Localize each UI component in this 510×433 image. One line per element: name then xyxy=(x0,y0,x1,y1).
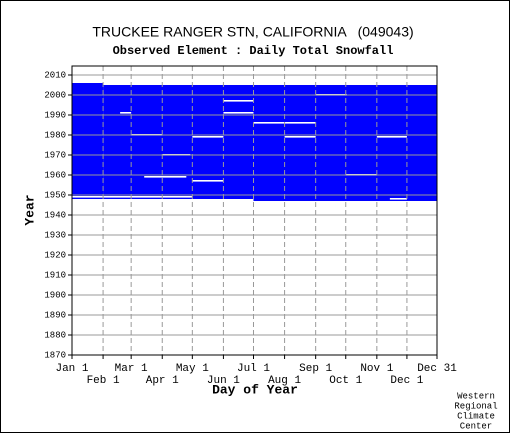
x-tick-label: Sep 1 xyxy=(299,363,332,375)
y-tick-label: 1940 xyxy=(44,210,66,220)
gap xyxy=(72,196,132,198)
x-tick-label: Jan 1 xyxy=(55,363,88,375)
x-tick-label: Jun 1 xyxy=(207,375,240,387)
gap xyxy=(192,136,224,138)
gap xyxy=(144,176,187,178)
x-tick-label: Dec 1 xyxy=(390,375,423,387)
credit: Western xyxy=(457,391,495,401)
y-axis-label: Year xyxy=(22,194,37,225)
plot-border xyxy=(71,65,438,356)
y-tick-label: 2000 xyxy=(44,90,66,100)
coverage-block xyxy=(253,85,437,201)
y-tick-label: 1900 xyxy=(44,290,66,300)
x-tick-label: Mar 1 xyxy=(115,363,148,375)
x-tick-label: Aug 1 xyxy=(268,375,301,387)
credit: Climate xyxy=(457,411,495,421)
x-tick-label: Jul 1 xyxy=(237,363,270,375)
gap xyxy=(376,136,407,138)
y-tick-label: 1910 xyxy=(44,270,66,280)
gap xyxy=(131,196,193,198)
y-tick-label: 1920 xyxy=(44,250,66,260)
y-tick-label: 1870 xyxy=(44,350,66,360)
x-tick-label: Oct 1 xyxy=(329,375,362,387)
gap xyxy=(120,112,132,114)
credit: Regional xyxy=(454,401,497,411)
y-tick-label: 1890 xyxy=(44,310,66,320)
x-axis-label: Day of Year xyxy=(212,382,298,397)
coverage-block xyxy=(103,85,254,199)
credit: Center xyxy=(460,421,492,431)
y-tick-label: 2010 xyxy=(44,70,66,80)
coverage-block xyxy=(72,83,104,199)
y-tick-label: 1990 xyxy=(44,110,66,120)
y-tick-label: 1950 xyxy=(44,190,66,200)
chart-subtitle: Observed Element : Daily Total Snowfall xyxy=(113,44,394,58)
y-tick-label: 1970 xyxy=(44,150,66,160)
gap xyxy=(389,198,407,200)
x-tick-label: Feb 1 xyxy=(87,375,120,387)
x-tick-label: Apr 1 xyxy=(146,375,179,387)
chart-title: TRUCKEE RANGER STN, CALIFORNIA (049043) xyxy=(92,24,413,40)
y-tick-label: 1980 xyxy=(44,130,66,140)
gap xyxy=(192,180,224,182)
x-tick-label: May 1 xyxy=(176,363,209,375)
y-tick-label: 1880 xyxy=(44,330,66,340)
y-tick-label: 1960 xyxy=(44,170,66,180)
gap xyxy=(223,112,254,114)
x-tick-label: Dec 31 xyxy=(417,363,457,375)
y-tick-label: 1930 xyxy=(44,230,66,240)
gap xyxy=(223,100,254,102)
x-tick-label: Nov 1 xyxy=(360,363,393,375)
gap xyxy=(284,136,316,138)
